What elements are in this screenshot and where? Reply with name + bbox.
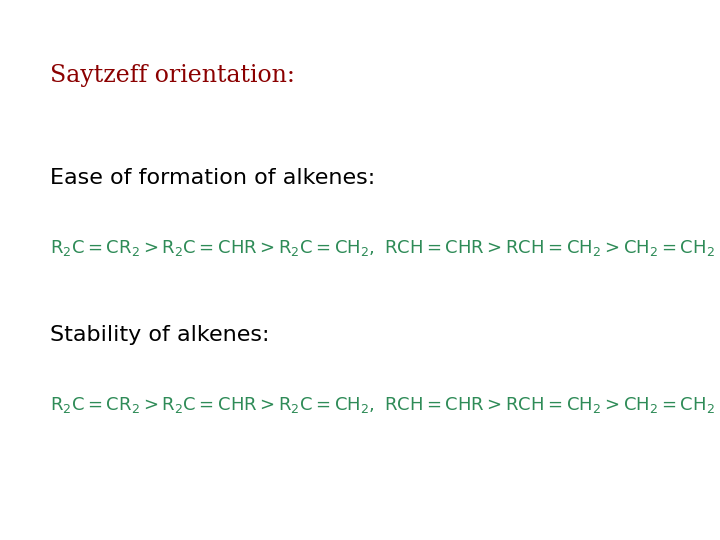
Text: Ease of formation of alkenes:: Ease of formation of alkenes: <box>50 168 376 188</box>
Text: $\mathsf{R_2C{=}CR_2 > R_2C{=}CHR > R_2C{=}CH_2,\ RCH{=}CHR > RCH{=}CH_2 > CH_2{: $\mathsf{R_2C{=}CR_2 > R_2C{=}CHR > R_2C… <box>50 395 716 415</box>
Text: Stability of alkenes:: Stability of alkenes: <box>50 325 270 345</box>
Text: Saytzeff orientation:: Saytzeff orientation: <box>50 64 295 87</box>
Text: $\mathsf{R_2C{=}CR_2 > R_2C{=}CHR > R_2C{=}CH_2,\ RCH{=}CHR > RCH{=}CH_2 > CH_2{: $\mathsf{R_2C{=}CR_2 > R_2C{=}CHR > R_2C… <box>50 238 716 259</box>
